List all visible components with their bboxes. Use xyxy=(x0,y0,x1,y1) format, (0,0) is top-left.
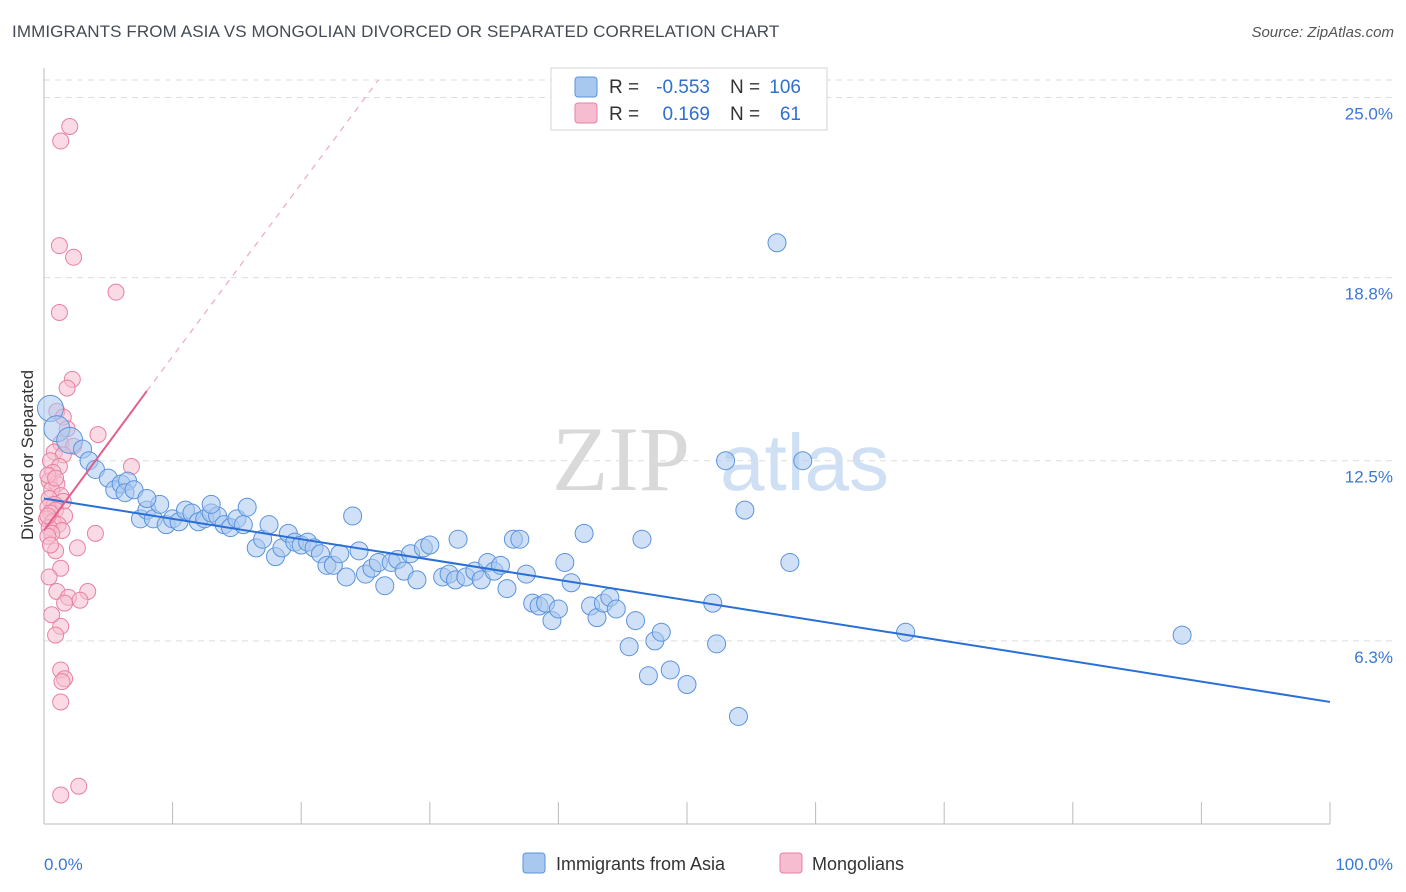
mongolians-point xyxy=(47,626,65,644)
mongolians-points xyxy=(38,118,140,804)
legend-r-label-1: R = xyxy=(609,77,639,98)
mongolians-point xyxy=(43,606,61,624)
asia-point xyxy=(660,660,680,680)
asia-point xyxy=(375,576,395,596)
asia-point xyxy=(638,666,658,686)
legend-r-value-1: -0.553 xyxy=(656,77,710,98)
mongolians-point xyxy=(68,539,86,557)
x-tick-label: 100.0% xyxy=(1335,855,1393,874)
mongolians-trendline xyxy=(43,390,148,532)
y-tick-label: 25.0% xyxy=(1345,104,1393,123)
watermark-zip: ZIP xyxy=(552,408,690,510)
asia-point xyxy=(707,634,727,654)
asia-point xyxy=(407,570,427,590)
mongolians-point xyxy=(107,283,125,301)
gridlines xyxy=(44,79,1393,642)
mongolians-point xyxy=(53,673,71,691)
mongolians-point xyxy=(61,118,79,135)
asia-trendline xyxy=(43,497,1331,703)
bottom-legend-mongolians: Mongolians xyxy=(812,854,904,874)
mongolians-point xyxy=(86,524,104,542)
y-tick-label: 6.3% xyxy=(1354,648,1393,667)
legend-swatch-asia xyxy=(574,76,598,98)
asia-point xyxy=(330,544,350,564)
asia-point xyxy=(555,552,575,572)
mongolians-point xyxy=(71,591,89,609)
asia-point xyxy=(1172,625,1192,645)
legend-r-value-2: 0.169 xyxy=(662,104,710,125)
asia-point xyxy=(343,506,363,526)
correlation-legend: R = -0.553 N = 106 R = 0.169 N = 61 xyxy=(550,67,828,131)
legend-n-label-1: N = xyxy=(730,77,760,98)
asia-point xyxy=(336,567,356,587)
asia-point xyxy=(780,552,800,572)
asia-point xyxy=(574,523,594,543)
mongolians-point xyxy=(50,237,68,255)
asia-point xyxy=(259,515,279,535)
asia-point xyxy=(201,494,221,514)
asia-point xyxy=(548,599,568,619)
mongolians-trendline-extension xyxy=(146,79,379,392)
y-tick-label: 18.8% xyxy=(1345,285,1393,304)
asia-point xyxy=(632,529,652,549)
asia-point xyxy=(606,599,626,619)
mongolians-point xyxy=(58,379,76,397)
mongolians-point xyxy=(89,426,107,444)
legend-swatch-mongolians xyxy=(574,102,598,124)
source-credit: Source: ZipAtlas.com xyxy=(1251,24,1394,41)
trendlines xyxy=(43,79,1331,703)
legend-n-value-1: 106 xyxy=(769,77,801,98)
asia-point xyxy=(137,489,157,508)
mongolians-point xyxy=(65,248,83,266)
x-tick-label: 0.0% xyxy=(44,855,83,874)
mongolians-point xyxy=(56,594,74,612)
asia-point xyxy=(420,535,440,555)
axes xyxy=(43,68,1331,825)
legend-n-label-2: N = xyxy=(730,104,760,125)
asia-point xyxy=(735,500,755,520)
asia-point xyxy=(510,529,530,549)
asia-point xyxy=(728,706,748,726)
asia-point xyxy=(651,622,671,642)
legend-n-value-2: 61 xyxy=(780,104,801,125)
bottom-legend-swatch-asia xyxy=(522,852,546,874)
asia-point xyxy=(896,622,916,642)
legend-r-label-2: R = xyxy=(609,104,639,125)
asia-points xyxy=(36,233,1192,726)
mongolians-point xyxy=(41,536,59,554)
asia-point xyxy=(767,233,787,253)
asia-point xyxy=(349,541,369,561)
mongolians-point xyxy=(52,786,70,804)
bottom-legend-swatch-mongolians xyxy=(779,852,803,874)
asia-point xyxy=(448,529,468,549)
asia-point xyxy=(716,451,736,471)
watermark: ZIP atlas xyxy=(552,408,889,510)
asia-point xyxy=(619,637,639,657)
chart-title: IMMIGRANTS FROM ASIA VS MONGOLIAN DIVORC… xyxy=(12,22,780,41)
mongolians-point xyxy=(70,777,88,795)
asia-point xyxy=(237,497,257,517)
mongolians-point xyxy=(39,507,57,525)
bottom-legend-asia: Immigrants from Asia xyxy=(556,854,726,874)
mongolians-point xyxy=(52,559,70,577)
mongolians-point xyxy=(52,132,70,150)
series-legend: Immigrants from Asia Mongolians xyxy=(522,852,904,874)
mongolians-point xyxy=(47,469,65,487)
mongolians-point xyxy=(50,304,68,321)
mongolians-point xyxy=(40,568,58,586)
y-axis-label: Divorced or Separated xyxy=(18,370,37,540)
axis-ticks: 6.3% 12.5% 18.8% 25.0% 0.0% 100.0% xyxy=(44,104,1393,874)
asia-point xyxy=(626,611,646,631)
asia-point xyxy=(677,675,697,694)
asia-point xyxy=(497,579,517,599)
asia-point xyxy=(793,451,813,471)
y-tick-label: 12.5% xyxy=(1345,468,1393,487)
mongolians-point xyxy=(52,693,70,711)
